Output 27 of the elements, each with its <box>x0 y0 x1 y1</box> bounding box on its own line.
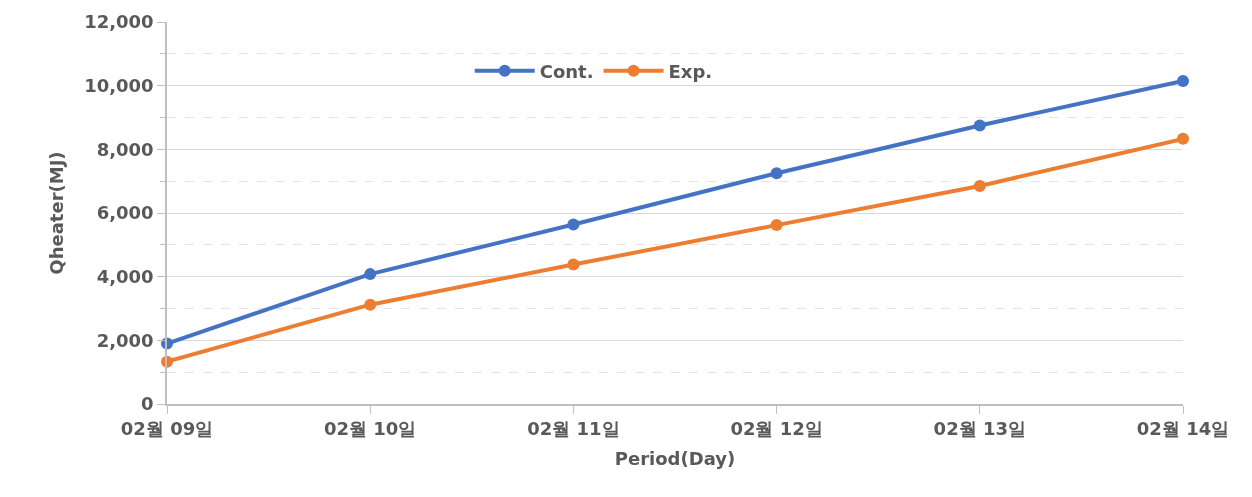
point <box>567 258 580 271</box>
x-tick-label: 02월 11일 <box>527 418 620 440</box>
y-tick-label: 10,000 <box>84 74 154 96</box>
y-tick-label: 0 <box>141 393 154 415</box>
y-tick-label: 4,000 <box>96 265 154 287</box>
x-tick-label: 02월 10일 <box>324 418 417 440</box>
point <box>770 219 783 232</box>
y-tick-label: 12,000 <box>84 11 154 33</box>
x-tick-label: 02월 12일 <box>730 418 823 440</box>
legend-label: Exp. <box>668 60 713 82</box>
point <box>364 298 377 311</box>
x-tick-label: 02월 14일 <box>1136 418 1230 440</box>
y-tick-label: 8,000 <box>96 138 154 160</box>
point <box>1177 132 1189 145</box>
x-tick-label: 02월 13일 <box>933 418 1026 440</box>
point <box>973 179 986 192</box>
y-tick-label: 2,000 <box>96 329 154 351</box>
y-axis-title: Qheater(MJ) <box>45 151 67 275</box>
point <box>567 218 580 231</box>
point <box>1177 74 1189 87</box>
y-tick-label: 6,000 <box>96 202 154 224</box>
point <box>770 167 783 180</box>
legend-label: Cont. <box>539 60 594 82</box>
x-axis-title: Period(Day) <box>614 447 736 469</box>
x-tick-label: 02월 09일 <box>120 418 214 440</box>
point <box>364 268 377 281</box>
point <box>973 119 986 132</box>
